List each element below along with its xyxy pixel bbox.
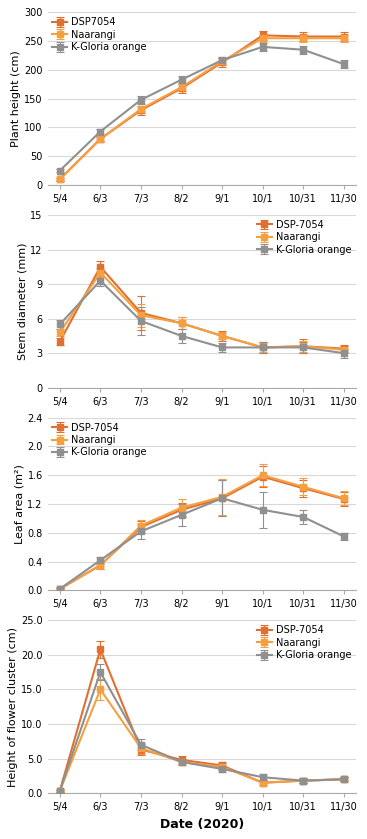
Legend: DSP-7054, Naarangi, K-Gloria orange: DSP-7054, Naarangi, K-Gloria orange <box>255 623 353 662</box>
X-axis label: Date (2020): Date (2020) <box>160 818 244 831</box>
Legend: DSP-7054, Naarangi, K-Gloria orange: DSP-7054, Naarangi, K-Gloria orange <box>51 420 148 460</box>
Legend: DSP-7054, Naarangi, K-Gloria orange: DSP-7054, Naarangi, K-Gloria orange <box>255 218 353 257</box>
Y-axis label: Height of flower cluster (cm): Height of flower cluster (cm) <box>8 627 18 787</box>
Y-axis label: Plant height (cm): Plant height (cm) <box>11 50 21 147</box>
Y-axis label: Leaf area (m²): Leaf area (m²) <box>15 464 25 544</box>
Y-axis label: Stem diameter (mm): Stem diameter (mm) <box>18 242 28 360</box>
Legend: DSP7054, Naarangi, K-Gloria orange: DSP7054, Naarangi, K-Gloria orange <box>51 15 148 54</box>
